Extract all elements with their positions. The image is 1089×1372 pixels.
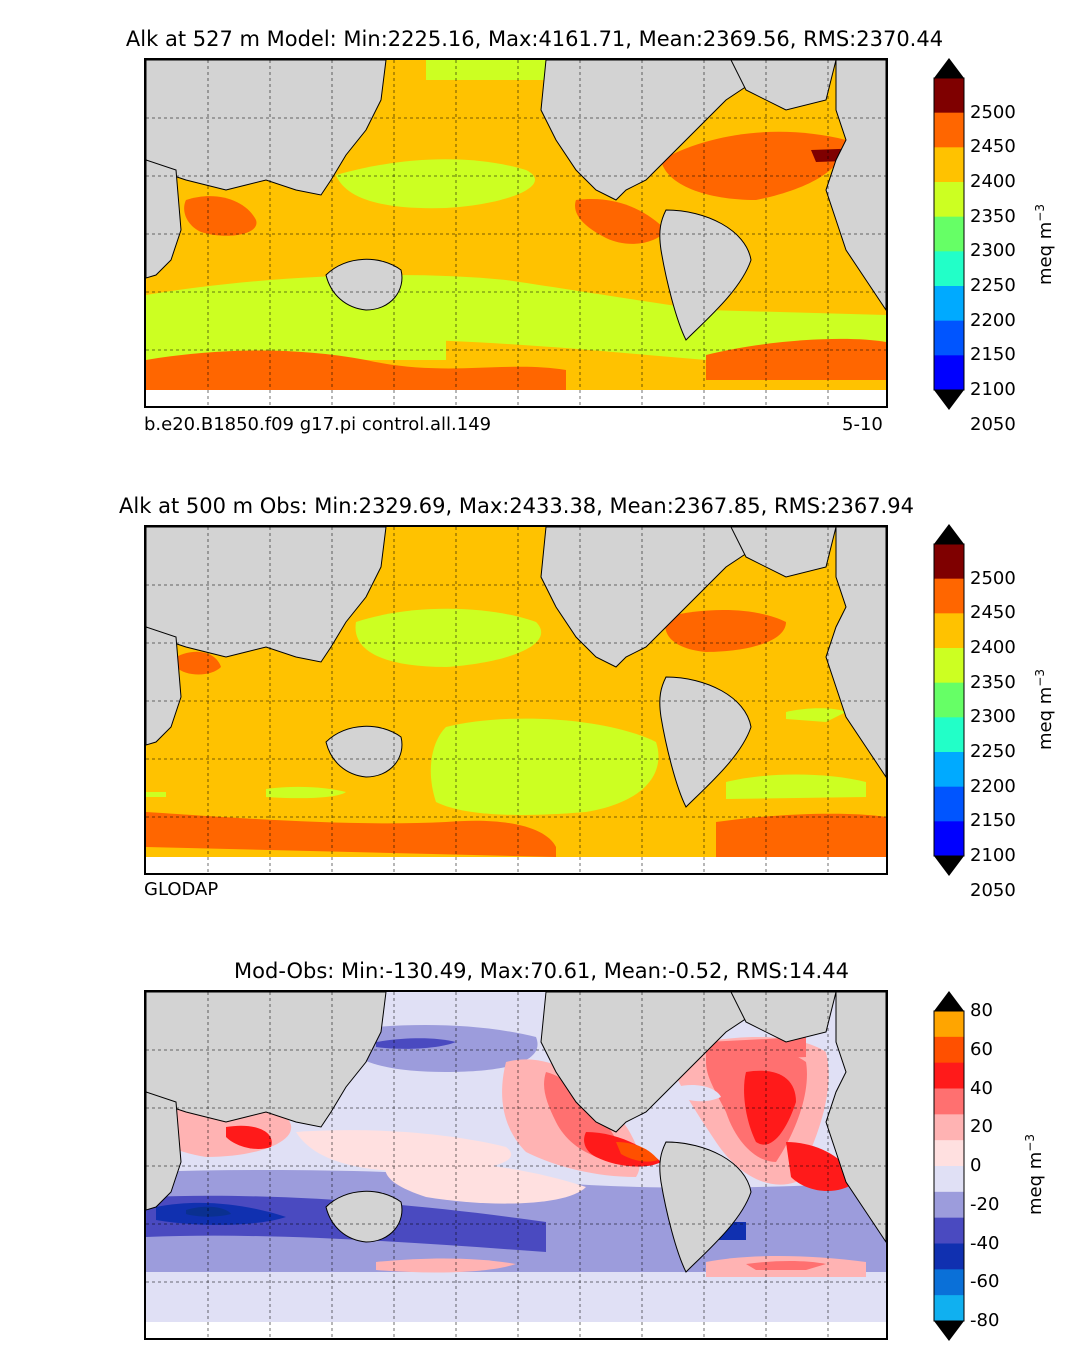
panel3-colorbar bbox=[933, 991, 965, 1341]
colorbar-tick-label: -20 bbox=[970, 1193, 1000, 1215]
colorbar-segment bbox=[934, 1036, 964, 1064]
panel2-map bbox=[144, 525, 888, 875]
colorbar-top-cap bbox=[934, 991, 964, 1011]
colorbar-tick-label: 2250 bbox=[970, 741, 1016, 762]
colorbar-segment bbox=[934, 1114, 964, 1141]
colorbar-top-cap bbox=[934, 58, 964, 78]
colorbar-tick-label: 2350 bbox=[970, 205, 1016, 227]
colorbar-segment bbox=[934, 355, 964, 391]
colorbar-segment bbox=[934, 786, 964, 822]
colorbar-tick-label: -60 bbox=[970, 1271, 1000, 1293]
colorbar-segment bbox=[934, 821, 964, 857]
panel1-title: Alk at 527 m Model: Min:2225.16, Max:416… bbox=[125, 27, 944, 51]
colorbar-tick-label: 2200 bbox=[970, 309, 1016, 331]
colorbar-segment bbox=[934, 1191, 964, 1219]
panel3-unit: meq m−3 bbox=[1023, 1134, 1046, 1215]
colorbar-outline bbox=[933, 1010, 965, 1322]
colorbar-segment bbox=[934, 78, 964, 114]
colorbar-tick-label: 20 bbox=[970, 1116, 993, 1138]
colorbar-tick-label: 60 bbox=[970, 1038, 993, 1060]
colorbar-tick-label: 2250 bbox=[970, 275, 1016, 296]
colorbar-segment bbox=[934, 320, 964, 356]
panel3-map bbox=[144, 990, 888, 1340]
colorbar-segment bbox=[934, 1088, 964, 1115]
panel2-unit: meq m−3 bbox=[1033, 669, 1056, 750]
colorbar-tick-label: 2350 bbox=[970, 671, 1016, 693]
colorbar-tick-label: 2100 bbox=[970, 379, 1016, 400]
colorbar-tick-label: 2450 bbox=[970, 602, 1016, 624]
colorbar-tick-label: 2200 bbox=[970, 775, 1016, 797]
colorbar-segment bbox=[934, 1062, 964, 1089]
colorbar-segment bbox=[934, 717, 964, 753]
colorbar-segment bbox=[934, 286, 964, 322]
colorbar-tick-label: 2500 bbox=[970, 101, 1016, 123]
panel1-unit: meq m−3 bbox=[1033, 204, 1056, 285]
colorbar-tick-label: 0 bbox=[970, 1155, 982, 1176]
colorbar-tick-label: 2500 bbox=[970, 567, 1016, 589]
colorbar-tick-label: 2300 bbox=[970, 706, 1016, 728]
colorbar-segment bbox=[934, 1166, 964, 1193]
panel2-source: GLODAP bbox=[144, 879, 219, 900]
colorbar-segment bbox=[934, 1295, 964, 1322]
colorbar-tick-label: 2050 bbox=[970, 413, 1016, 435]
colorbar-tick-label: 2400 bbox=[970, 171, 1016, 192]
colorbar-segment bbox=[934, 182, 964, 218]
colorbar-tick-label: 2450 bbox=[970, 136, 1016, 158]
colorbar-tick-label: 80 bbox=[970, 1000, 993, 1021]
colorbar-segment bbox=[934, 1269, 964, 1296]
colorbar-outline bbox=[933, 77, 965, 391]
colorbar-tick-label: -40 bbox=[970, 1232, 1000, 1254]
panel2-colorbar bbox=[933, 524, 965, 876]
colorbar-segment bbox=[934, 648, 964, 684]
panel2-title: Alk at 500 m Obs: Min:2329.69, Max:2433.… bbox=[119, 494, 914, 518]
panel1-map bbox=[144, 58, 888, 408]
colorbar-segment bbox=[934, 1140, 964, 1167]
colorbar-outline bbox=[933, 543, 965, 857]
colorbar-segment bbox=[934, 752, 964, 788]
colorbar-tick-label: -80 bbox=[970, 1310, 1000, 1331]
colorbar-segment bbox=[934, 1243, 964, 1270]
colorbar-segment bbox=[934, 682, 964, 718]
colorbar-tick-label: 2050 bbox=[970, 879, 1016, 901]
colorbar-bottom-cap bbox=[934, 390, 964, 410]
colorbar-tick-label: 2400 bbox=[970, 637, 1016, 658]
colorbar-segment bbox=[934, 544, 964, 580]
colorbar-segment bbox=[934, 251, 964, 287]
panel3-title: Mod-Obs: Min:-130.49, Max:70.61, Mean:-0… bbox=[234, 959, 849, 983]
colorbar-tick-label: 40 bbox=[970, 1077, 993, 1099]
colorbar-top-cap bbox=[934, 524, 964, 544]
panel1-years: 5-10 bbox=[842, 414, 883, 435]
colorbar-segment bbox=[934, 578, 964, 614]
colorbar-segment bbox=[934, 147, 964, 183]
colorbar-segment bbox=[934, 1217, 964, 1244]
panel1-case-name: b.e20.B1850.f09 g17.pi control.all.149 bbox=[144, 414, 492, 435]
colorbar-segment bbox=[934, 1011, 964, 1038]
colorbar-segment bbox=[934, 613, 964, 649]
colorbar-tick-label: 2300 bbox=[970, 240, 1016, 262]
colorbar-tick-label: 2150 bbox=[970, 344, 1016, 366]
colorbar-bottom-cap bbox=[934, 1321, 964, 1341]
panel1-colorbar bbox=[933, 58, 965, 410]
colorbar-bottom-cap bbox=[934, 856, 964, 876]
colorbar-tick-label: 2150 bbox=[970, 810, 1016, 832]
colorbar-segment bbox=[934, 112, 964, 148]
colorbar-segment bbox=[934, 216, 964, 252]
colorbar-tick-label: 2100 bbox=[970, 845, 1016, 866]
